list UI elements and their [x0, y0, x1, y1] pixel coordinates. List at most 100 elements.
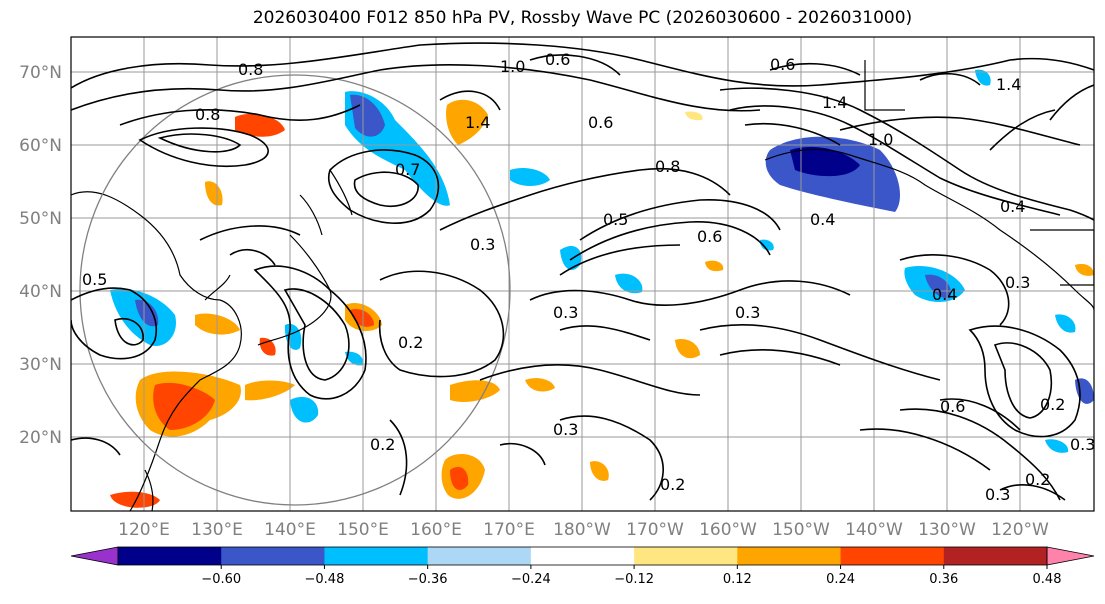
- contour-label: 0.3: [1005, 273, 1030, 292]
- negative-anomaly-patch: [615, 273, 643, 294]
- colorbar-tick-label: −0.36: [408, 572, 448, 587]
- contour-label: 0.8: [195, 105, 220, 124]
- contour-label: 0.6: [940, 397, 965, 416]
- positive-anomaly-patch: [245, 380, 295, 401]
- negative-anomaly-patch: [345, 351, 364, 366]
- positive-anomaly-patch: [259, 337, 276, 356]
- positive-anomaly-patch: [675, 339, 700, 359]
- projection-circle: [79, 74, 511, 506]
- map-title: 2026030400 F012 850 hPa PV, Rossby Wave …: [252, 8, 913, 28]
- latitude-labels: 70°N 60°N 50°N 40°N 30°N 20°N: [19, 63, 62, 448]
- contour-label: 0.3: [735, 303, 760, 322]
- positive-anomaly-patch: [525, 378, 555, 392]
- lon-label: 160°W: [699, 520, 757, 540]
- contour-label: 1.0: [500, 57, 525, 76]
- lat-label: 20°N: [19, 428, 62, 448]
- negative-anomaly-patch: [135, 299, 159, 327]
- colorbar-segment: [324, 547, 429, 565]
- contour-label: 0.8: [238, 60, 263, 79]
- contour-label: 0.5: [82, 270, 107, 289]
- lat-label: 60°N: [19, 136, 62, 156]
- negative-anomaly-patch: [760, 239, 774, 251]
- contour-label: 0.7: [395, 160, 420, 179]
- colorbar-tick-label: 0.12: [723, 572, 752, 587]
- positive-anomaly-patch: [153, 382, 215, 430]
- contour-label: 0.6: [545, 50, 570, 69]
- lon-label: 170°E: [483, 520, 535, 540]
- contour-label: 0.3: [553, 303, 578, 322]
- positive-anomaly-patch: [1075, 264, 1094, 276]
- colorbar-tick-label: 0.36: [929, 572, 958, 587]
- colorbar-extend-low: [70, 546, 119, 566]
- negative-anomaly-patch: [925, 274, 951, 299]
- positive-anomaly-patch: [110, 491, 160, 508]
- positive-anomaly-patch: [685, 111, 703, 121]
- contour-label: 0.3: [1070, 435, 1095, 454]
- lat-label: 30°N: [19, 355, 62, 375]
- negative-anomaly-patch: [1045, 439, 1069, 453]
- contour-label: 0.2: [1025, 470, 1050, 489]
- contour-label: 0.4: [1000, 197, 1025, 216]
- contour-label: 0.5: [603, 210, 628, 229]
- colorbar-tick-label: −0.48: [305, 572, 345, 587]
- positive-anomaly-patch: [205, 181, 223, 206]
- contour-label: 0.4: [932, 285, 957, 304]
- lat-label: 70°N: [19, 63, 62, 83]
- lat-label: 40°N: [19, 282, 62, 302]
- coastlines: [71, 60, 1094, 511]
- lon-label: 150°W: [772, 520, 830, 540]
- negative-anomaly-patch: [290, 396, 319, 423]
- positive-anomaly-patch: [450, 466, 469, 490]
- negative-anomaly-patch: [510, 168, 550, 186]
- positive-anomaly-patch: [705, 260, 724, 272]
- colorbar-tick-label: 0.24: [826, 572, 855, 587]
- contour-label: 0.2: [1040, 395, 1065, 414]
- contour-label: 0.2: [370, 435, 395, 454]
- lon-label: 180°W: [553, 520, 611, 540]
- negative-anomaly-patch: [975, 69, 991, 86]
- positive-anomaly-patch: [350, 309, 374, 327]
- positive-anomaly-patch: [446, 99, 488, 145]
- colorbar-tick-label: −0.24: [511, 572, 551, 587]
- lat-label: 50°N: [19, 209, 62, 229]
- lon-label: 130°E: [191, 520, 243, 540]
- colorbar-segment: [530, 547, 635, 565]
- colorbar-segment: [943, 547, 1048, 565]
- contour-label: 0.4: [810, 210, 835, 229]
- colorbar-outline: [117, 546, 1048, 566]
- colorbar-segment: [118, 547, 222, 565]
- contour-label: 0.2: [398, 333, 423, 352]
- contour-label: 1.4: [822, 93, 847, 112]
- lon-label: 140°W: [845, 520, 903, 540]
- negative-anomaly-patch: [790, 146, 860, 177]
- lon-label: 140°E: [264, 520, 316, 540]
- colorbar-segment: [221, 547, 325, 565]
- colorbar-tick-label: −0.12: [614, 572, 654, 587]
- map-frame: [70, 36, 1095, 512]
- colorbar-segment: [737, 547, 842, 565]
- contour-label: 0.6: [588, 113, 613, 132]
- contour-label: 0.8: [655, 157, 680, 176]
- contour-label: 0.3: [470, 235, 495, 254]
- contour-labels: 0.8 0.8 0.6 1.0 1.4 0.6 0.6 0.8 0.4 0.5 …: [82, 50, 1095, 504]
- lon-label: 150°E: [337, 520, 389, 540]
- colorbar-extend-high: [1046, 546, 1095, 566]
- contour-label: 0.3: [553, 420, 578, 439]
- contour-label: 0.3: [985, 485, 1010, 504]
- colorbar-segment: [634, 547, 738, 565]
- colorbar-tick-label: −0.60: [201, 572, 241, 587]
- contour-label: 0.2: [660, 475, 685, 494]
- colorbar-tick-label: 0.48: [1033, 572, 1062, 587]
- lon-label: 160°E: [410, 520, 462, 540]
- colorbar-segment: [427, 547, 532, 565]
- lon-label: 130°W: [918, 520, 976, 540]
- contour-label: 0.6: [770, 55, 795, 74]
- longitude-labels: 120°E 130°E 140°E 150°E 160°E 170°E 180°…: [118, 520, 1049, 540]
- negative-anomaly-patch: [560, 245, 582, 270]
- positive-anomaly-patch: [235, 113, 285, 137]
- contour-label: 1.4: [996, 75, 1021, 94]
- lon-label: 170°W: [626, 520, 684, 540]
- colorbar-segment: [840, 547, 945, 565]
- contour-label: 1.4: [465, 113, 490, 132]
